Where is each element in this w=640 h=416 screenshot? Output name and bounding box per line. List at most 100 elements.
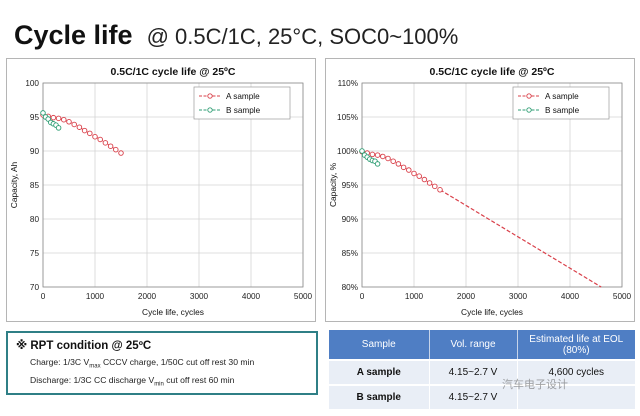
legend-label: B sample xyxy=(545,106,580,115)
x-tick-label: 1000 xyxy=(405,292,424,301)
legend-swatch-marker xyxy=(207,107,213,113)
data-point xyxy=(369,151,376,158)
series-line-a xyxy=(361,151,441,191)
title-text: Cycle life xyxy=(14,20,133,50)
data-point xyxy=(76,124,83,130)
x-axis-title: Cycle life, cycles xyxy=(461,307,523,317)
cell-vol-range: 4.15~2.7 V xyxy=(429,385,518,411)
header-estimated-life: Estimated life at EOL (80%) xyxy=(517,330,635,361)
rpt-discharge-line: Discharge: 1/3C CC discharge Vmin cut of… xyxy=(30,375,308,388)
data-point xyxy=(107,143,114,149)
x-tick-label: 2000 xyxy=(138,292,157,301)
data-point xyxy=(374,161,381,167)
table-row: A sample 4.15~2.7 V 4,600 cycles xyxy=(329,360,635,386)
capacity-percent-chart: 0.5C/1C cycle life @ 25ºC 80% 85% 90% 95% 100… xyxy=(325,58,635,322)
data-point xyxy=(400,164,407,171)
projection-line xyxy=(439,189,602,288)
data-point xyxy=(61,116,67,123)
chart-title: 0.5C/1C cycle life @ 25ºC xyxy=(430,66,555,78)
legend-swatch-marker xyxy=(526,107,532,113)
x-tick-label: 5000 xyxy=(294,292,313,301)
rpt-title: ※ RPT condition @ 25ºC xyxy=(16,340,152,352)
watermark: 汽车电子设计 xyxy=(502,379,568,391)
y-tick-label: 85% xyxy=(342,249,358,258)
data-point xyxy=(374,152,381,158)
x-axis-title: Cycle life, cycles xyxy=(142,307,204,317)
plot-area xyxy=(42,82,304,288)
x-tick-label: 0 xyxy=(360,292,365,301)
data-point xyxy=(390,158,396,164)
header-vol-range: Vol. range xyxy=(429,330,518,361)
data-point xyxy=(50,114,57,121)
data-point xyxy=(406,167,412,173)
legend-swatch-marker xyxy=(207,93,213,99)
y-tick-label: 95 xyxy=(30,113,40,122)
table-row: B sample 4.15~2.7 V xyxy=(329,385,635,411)
data-point xyxy=(81,127,88,134)
y-tick-label: 105% xyxy=(337,113,358,122)
slide-title: Cycle life @ 0.5C/1C, 25°C, SOC0~100% xyxy=(14,20,458,54)
cell-vol-range: 4.15~2.7 V xyxy=(429,360,518,386)
rpt-discharge-sub: min xyxy=(154,381,164,388)
header-sample: Sample xyxy=(329,330,430,361)
y-tick-label: 75 xyxy=(30,249,40,258)
rpt-discharge-text: Discharge: 1/3C CC discharge V xyxy=(30,374,155,385)
x-tick-label: 3000 xyxy=(509,292,528,301)
rpt-discharge-rest: cut off rest 60 min xyxy=(163,374,235,385)
rpt-condition-box: ※ RPT condition @ 25ºC Charge: 1/3C Vmax… xyxy=(6,331,318,395)
series-line-a xyxy=(42,114,122,154)
data-point xyxy=(97,136,103,143)
legend-label: B sample xyxy=(226,106,261,115)
data-point xyxy=(411,170,417,177)
data-point xyxy=(395,161,402,167)
data-point xyxy=(113,146,119,153)
legend-label: A sample xyxy=(226,92,260,101)
plot-area xyxy=(361,82,623,288)
data-point xyxy=(71,121,77,128)
cell-estimated-life: 4,600 cycles xyxy=(517,360,635,386)
y-tick-label: 110% xyxy=(338,79,358,88)
y-axis-title: Capacity, Ah xyxy=(9,161,19,208)
data-point xyxy=(432,183,438,190)
x-tick-label: 0 xyxy=(41,292,46,301)
data-point xyxy=(87,130,93,137)
legend-box xyxy=(193,86,291,120)
x-tick-label: 2000 xyxy=(457,292,476,301)
y-tick-label: 90% xyxy=(342,215,358,224)
x-tick-label: 4000 xyxy=(561,292,580,301)
data-point xyxy=(421,176,428,183)
data-point xyxy=(92,133,98,140)
legend-label: A sample xyxy=(545,92,579,101)
rpt-charge-rest: CCCV charge, 1/50C cut off rest 30 min xyxy=(100,357,255,367)
x-tick-label: 4000 xyxy=(242,292,261,301)
data-point xyxy=(437,187,443,193)
y-tick-label: 85 xyxy=(30,181,40,190)
y-tick-label: 100% xyxy=(337,147,358,156)
rpt-charge-line: Charge: 1/3C Vmax CCCV charge, 1/50C cut… xyxy=(30,357,308,370)
x-tick-label: 3000 xyxy=(190,292,209,301)
data-point xyxy=(102,140,109,146)
data-point xyxy=(416,173,422,179)
legend-box xyxy=(512,86,610,120)
y-axis-title: Capacity, % xyxy=(328,162,338,207)
data-point xyxy=(55,115,62,122)
cell-estimated-life xyxy=(517,385,635,411)
estimated-life-table: Sample Vol. range Estimated life at EOL … xyxy=(329,330,635,411)
rpt-charge-text: Charge: 1/3C V xyxy=(30,357,90,367)
data-point xyxy=(380,153,386,160)
y-tick-label: 90 xyxy=(30,147,40,156)
data-point xyxy=(55,125,62,131)
capacity-ah-chart: 0.5C/1C cycle life @ 25ºC 70 75 80 85 90 95 100… xyxy=(6,58,316,322)
data-point xyxy=(40,110,46,116)
chart-svg: 0.5C/1C cycle life @ 25ºC 70 75 80 85 90 95 100… xyxy=(9,66,313,317)
y-tick-label: 100 xyxy=(25,79,39,88)
rpt-charge-sub: max xyxy=(89,363,101,370)
data-point xyxy=(359,148,365,154)
data-point xyxy=(66,119,72,125)
table-header-row: Sample Vol. range Estimated life at EOL … xyxy=(329,330,635,361)
test-conditions: @ 0.5C/1C, 25°C, SOC0~100% xyxy=(146,24,459,49)
legend-swatch-marker xyxy=(526,93,532,99)
y-tick-label: 70 xyxy=(30,283,40,292)
data-point xyxy=(118,150,124,156)
data-point xyxy=(385,155,391,162)
